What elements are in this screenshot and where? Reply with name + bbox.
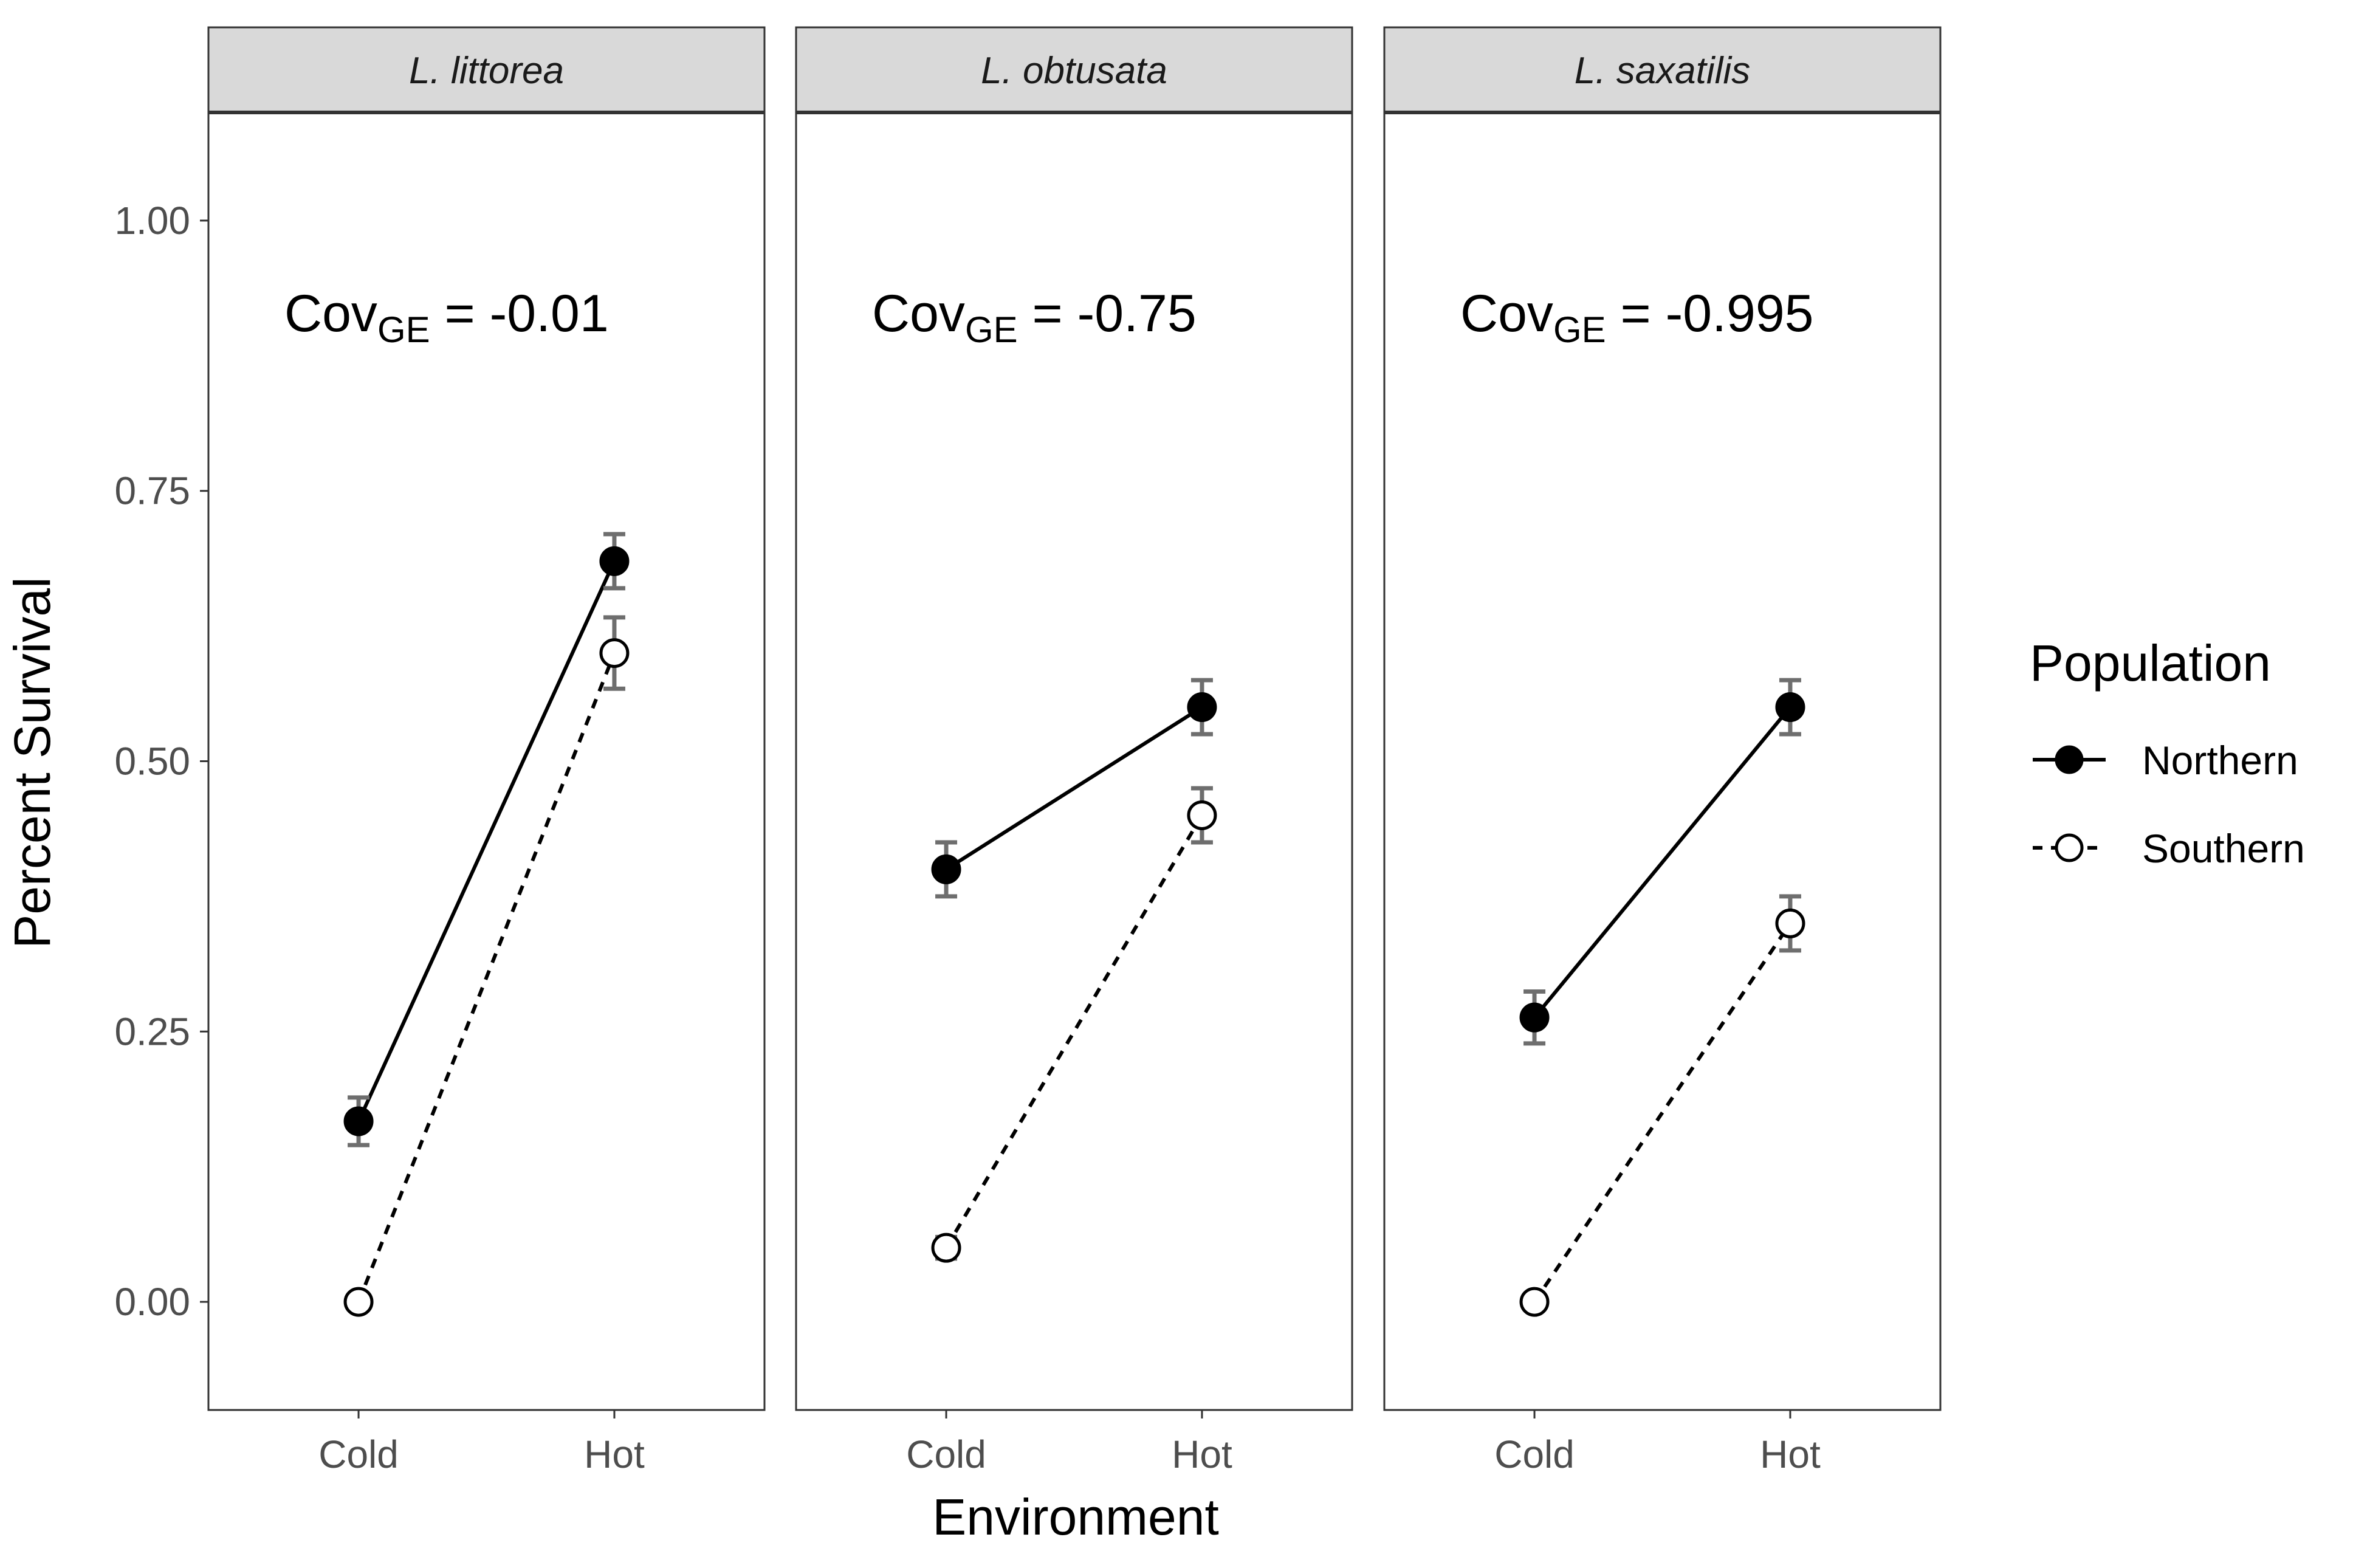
facet-panel: L. obtusata Cold Hot CovGE = -0.75 [795, 26, 1353, 1476]
point-southern [1519, 1287, 1550, 1317]
panel-border [1383, 111, 1942, 1411]
legend-item-label: Northern [2142, 738, 2298, 783]
legend-item-label: Southern [2142, 826, 2305, 871]
point-southern [1775, 908, 1805, 938]
series-line-southern [357, 652, 616, 1303]
covariance-annotation: CovGE = -0.995 [1460, 284, 1814, 350]
x-tick-label: Cold [318, 1432, 399, 1476]
point-northern [1775, 692, 1805, 723]
x-tick-label: Hot [1760, 1432, 1821, 1476]
facet-strip [1383, 26, 1942, 114]
point-southern [343, 1287, 374, 1317]
facet-title: L. obtusata [981, 50, 1167, 92]
x-tick-label: Hot [584, 1432, 645, 1476]
series-line-northern [1533, 706, 1792, 1019]
legend: Population Northern Southern [2030, 634, 2305, 871]
y-tick-label: 0.00 [114, 1280, 190, 1324]
x-axis-title: Environment [932, 1488, 1219, 1546]
y-tick-label: 0.25 [114, 1009, 190, 1053]
y-tick-label: 0.50 [114, 740, 190, 783]
facet-strip [207, 26, 766, 114]
legend-title: Population [2030, 634, 2271, 692]
panel-border [795, 111, 1353, 1411]
y-tick-label: 0.75 [114, 469, 190, 513]
facet-panel: L. saxatilis Cold Hot CovGE = -0.995 [1383, 26, 1942, 1476]
x-tick-label: Cold [1494, 1432, 1575, 1476]
point-southern [599, 638, 630, 669]
point-southern [931, 1233, 961, 1263]
y-tick-label: 1.00 [114, 199, 190, 242]
covariance-annotation: CovGE = -0.75 [872, 284, 1197, 350]
series-line-northern [945, 706, 1203, 871]
point-northern [599, 546, 630, 576]
y-axis: 0.00 0.25 0.50 0.75 1.00 [114, 199, 208, 1324]
point-northern [1187, 692, 1217, 723]
facet-title: L. littorea [409, 50, 564, 92]
series-line-southern [1533, 922, 1792, 1303]
x-tick-label: Cold [906, 1432, 986, 1476]
point-northern [343, 1106, 374, 1136]
point-southern [1187, 800, 1217, 830]
point-northern [1519, 1002, 1550, 1033]
point-northern [931, 854, 961, 884]
facet-title: L. saxatilis [1575, 50, 1750, 92]
facet-panel: L. littorea Cold Hot CovGE = -0.01 [207, 26, 766, 1476]
legend-key-filled-circle [2055, 745, 2084, 774]
facet-panels: L. littorea Cold Hot CovGE = -0.01 L. obtusa… [207, 26, 1942, 1476]
series-line-northern [357, 560, 616, 1123]
legend-key-open-circle [2055, 833, 2084, 862]
facet-strip [795, 26, 1353, 114]
covariance-annotation: CovGE = -0.01 [284, 284, 609, 350]
y-axis-title: Percent Survival [4, 577, 61, 949]
x-tick-label: Hot [1172, 1432, 1232, 1476]
